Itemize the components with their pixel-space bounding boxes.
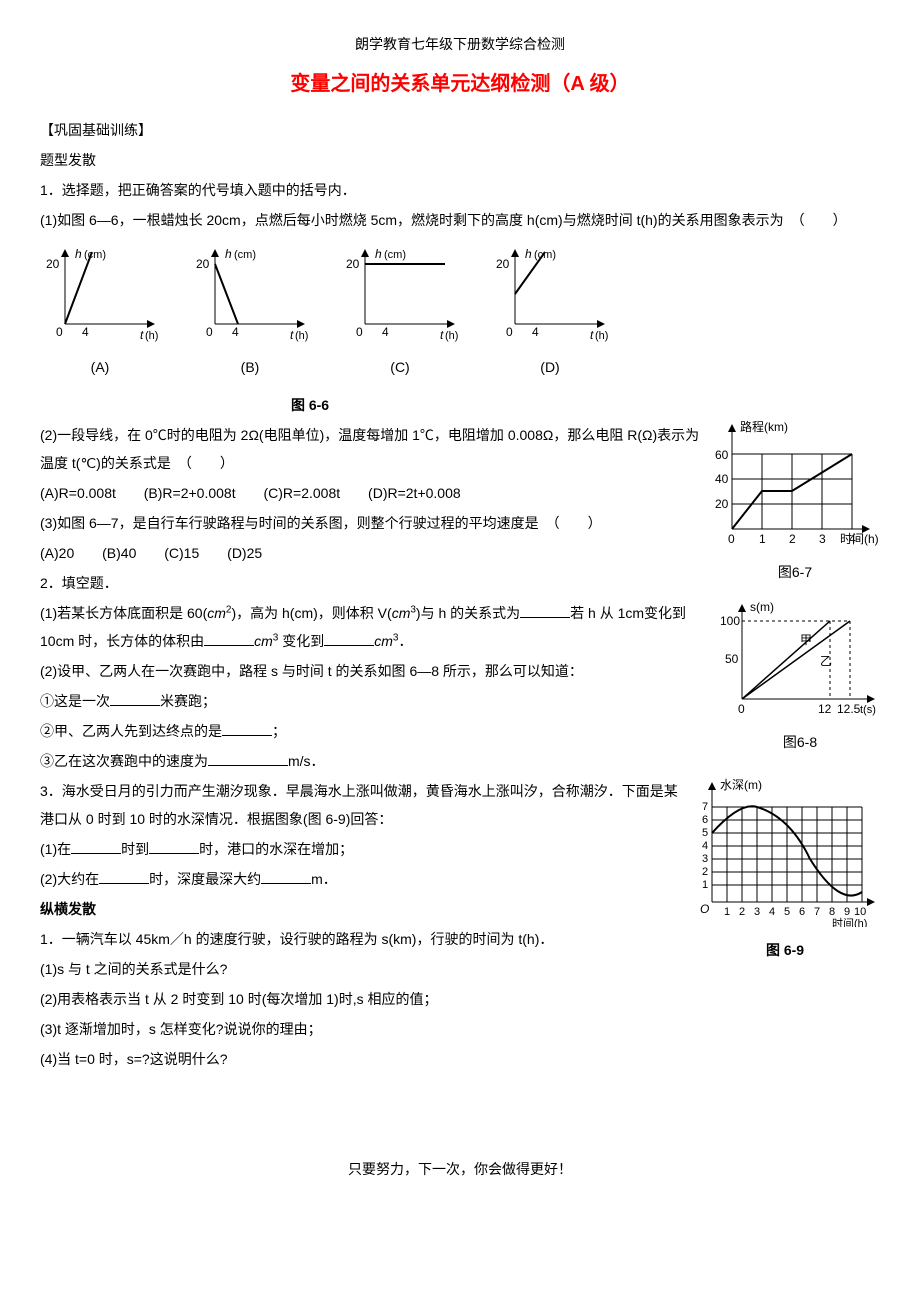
svg-text:5: 5: [784, 906, 790, 918]
figure-6-8: s(m) 100 50 甲 乙 0 12 12.5 t(s) 图6-8: [720, 599, 880, 756]
svg-text:t: t: [140, 328, 144, 342]
svg-text:O: O: [700, 902, 709, 916]
chart-a: h(cm) t(h) 20 0 4: [40, 244, 160, 344]
svg-text:50: 50: [725, 652, 739, 666]
fig66-caption: 图 6-6: [0, 391, 880, 419]
svg-text:5: 5: [702, 827, 708, 839]
fig67-caption: 图6-7: [710, 558, 880, 586]
svg-text:0: 0: [356, 325, 363, 339]
figure-6-6: h(cm) t(h) 20 0 4 (A) h(cm) t(h) 20 0 4 …: [40, 244, 880, 381]
svg-text:4: 4: [532, 325, 539, 339]
svg-text:(cm): (cm): [234, 249, 256, 261]
svg-text:(cm): (cm): [84, 249, 106, 261]
label-b: (B): [190, 353, 310, 381]
section-consolidate: 【巩固基础训练】: [40, 116, 880, 144]
label-a: (A): [40, 353, 160, 381]
svg-text:20: 20: [346, 257, 360, 271]
svg-text:20: 20: [196, 257, 210, 271]
svg-text:乙: 乙: [820, 654, 832, 668]
figure-6-7: 路程(km) 时间(h) 60 40 20 0 1 2 3 4 图6-7: [710, 419, 880, 586]
svg-text:6: 6: [702, 814, 708, 826]
q1: 1．选择题，把正确答案的代号填入题中的括号内．: [40, 176, 880, 204]
svg-text:时间(h): 时间(h): [840, 532, 879, 546]
fig69-caption: 图 6-9: [690, 936, 880, 964]
svg-text:8: 8: [829, 906, 835, 918]
svg-text:(h): (h): [145, 330, 158, 342]
zh1-2: (2)用表格表示当 t 从 2 时变到 10 时(每次增加 1)时,s 相应的值…: [40, 985, 880, 1013]
svg-text:(h): (h): [295, 330, 308, 342]
svg-text:(cm): (cm): [384, 249, 406, 261]
svg-text:100: 100: [720, 614, 740, 628]
label-d: (D): [490, 353, 610, 381]
zh1-4: (4)当 t=0 时，s=?这说明什么?: [40, 1045, 880, 1073]
svg-text:6: 6: [799, 906, 805, 918]
svg-text:7: 7: [814, 906, 820, 918]
fig68-caption: 图6-8: [720, 728, 880, 756]
svg-text:t: t: [590, 328, 594, 342]
svg-text:0: 0: [728, 532, 735, 546]
svg-text:t(s): t(s): [860, 704, 876, 716]
svg-text:(h): (h): [595, 330, 608, 342]
svg-text:时间(h): 时间(h): [832, 917, 867, 927]
svg-text:t: t: [440, 328, 444, 342]
svg-text:4: 4: [232, 325, 239, 339]
svg-text:3: 3: [819, 532, 826, 546]
chart-c: h(cm) t(h) 20 0 4: [340, 244, 460, 344]
svg-text:s(m): s(m): [750, 600, 774, 614]
svg-text:h: h: [75, 247, 82, 261]
svg-text:20: 20: [496, 257, 510, 271]
svg-text:4: 4: [769, 906, 775, 918]
svg-text:h: h: [375, 247, 382, 261]
svg-text:9: 9: [844, 906, 850, 918]
svg-text:3: 3: [754, 906, 760, 918]
main-title: 变量之间的关系单元达纲检测（A 级）: [40, 64, 880, 104]
svg-text:0: 0: [206, 325, 213, 339]
svg-text:3: 3: [702, 853, 708, 865]
chart-d: h(cm) t(h) 20 0 4: [490, 244, 610, 344]
svg-text:0: 0: [738, 702, 745, 716]
svg-text:1: 1: [702, 879, 708, 891]
svg-text:12.5: 12.5: [837, 702, 861, 716]
label-c: (C): [340, 353, 460, 381]
svg-text:2: 2: [789, 532, 796, 546]
figure-6-9: 水深(m) 7 6 5 4 3 2 1 O 1 2 3 4 5 6 7 8 9 …: [690, 777, 880, 964]
svg-text:20: 20: [715, 497, 729, 511]
page-header: 朗学教育七年级下册数学综合检测: [40, 30, 880, 58]
svg-text:1: 1: [759, 532, 766, 546]
svg-text:4: 4: [382, 325, 389, 339]
q1-1: (1)如图 6—6，一根蜡烛长 20cm，点燃后每小时燃烧 5cm，燃烧时剩下的…: [40, 206, 880, 234]
zh1-3: (3)t 逐渐增加时，s 怎样变化?说说你的理由；: [40, 1015, 880, 1043]
page-footer: 只要努力，下一次，你会做得更好！: [40, 1155, 880, 1183]
svg-text:t: t: [290, 328, 294, 342]
svg-text:0: 0: [56, 325, 63, 339]
svg-text:4: 4: [849, 532, 856, 546]
svg-text:60: 60: [715, 448, 729, 462]
svg-text:(cm): (cm): [534, 249, 556, 261]
svg-text:12: 12: [818, 702, 832, 716]
svg-text:4: 4: [702, 840, 708, 852]
svg-text:甲: 甲: [800, 633, 812, 647]
svg-text:水深(m): 水深(m): [720, 778, 762, 792]
svg-text:20: 20: [46, 257, 60, 271]
svg-text:2: 2: [739, 906, 745, 918]
svg-text:4: 4: [82, 325, 89, 339]
svg-text:1: 1: [724, 906, 730, 918]
chart-b: h(cm) t(h) 20 0 4: [190, 244, 310, 344]
svg-text:(h): (h): [445, 330, 458, 342]
svg-text:40: 40: [715, 472, 729, 486]
svg-text:路程(km): 路程(km): [740, 419, 788, 434]
svg-text:7: 7: [702, 801, 708, 813]
svg-text:0: 0: [506, 325, 513, 339]
svg-text:h: h: [225, 247, 232, 261]
svg-text:h: h: [525, 247, 532, 261]
svg-text:10: 10: [854, 906, 866, 918]
svg-text:2: 2: [702, 866, 708, 878]
section-type: 题型发散: [40, 146, 880, 174]
